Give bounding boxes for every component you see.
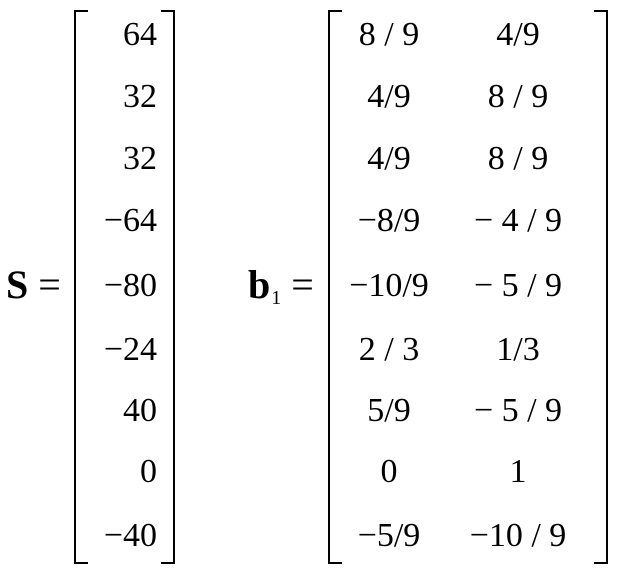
s-entry: 32 bbox=[123, 140, 157, 177]
s-entry: −40 bbox=[103, 517, 157, 554]
b1-entry: 0 bbox=[380, 453, 398, 490]
s-entry: 40 bbox=[123, 392, 157, 429]
b1-entry: −8/9 bbox=[357, 202, 421, 239]
b1-entry: − 4 / 9 bbox=[473, 202, 563, 239]
b1-entry: − 5 / 9 bbox=[473, 267, 563, 304]
b1-equals-sign: = bbox=[291, 262, 314, 307]
equation-b1-label: b1 = bbox=[248, 262, 314, 309]
s-left-bracket bbox=[74, 10, 88, 564]
b1-entry: 5/9 bbox=[367, 392, 411, 429]
s-equals-sign: = bbox=[38, 262, 61, 307]
s-entry: −24 bbox=[103, 331, 157, 368]
b1-entry: 1 bbox=[509, 453, 527, 490]
s-entry: 32 bbox=[123, 78, 157, 115]
b1-entry: − 5 / 9 bbox=[473, 392, 563, 429]
s-entry: 64 bbox=[123, 16, 157, 53]
b1-subscript: 1 bbox=[271, 287, 282, 309]
s-symbol: S bbox=[6, 262, 29, 307]
b1-entry: 8 / 9 bbox=[358, 16, 420, 53]
b1-symbol: b bbox=[248, 262, 271, 307]
s-right-bracket bbox=[161, 10, 175, 564]
b1-entry: −10 / 9 bbox=[469, 517, 567, 554]
b1-entry: 2 / 3 bbox=[358, 331, 420, 368]
s-entry: 0 bbox=[140, 453, 157, 490]
b1-entry: 4/9 bbox=[496, 16, 540, 53]
equation-s-label: S = bbox=[6, 265, 61, 305]
b1-entry: −5/9 bbox=[357, 517, 421, 554]
b1-right-bracket bbox=[594, 10, 608, 564]
b1-entry: 8 / 9 bbox=[487, 140, 549, 177]
s-entry: −80 bbox=[103, 267, 157, 304]
b1-entry: −10/9 bbox=[349, 267, 429, 304]
b1-entry: 1/3 bbox=[496, 331, 540, 368]
b1-left-bracket bbox=[328, 10, 342, 564]
b1-entry: 4/9 bbox=[367, 78, 411, 115]
s-entry: −64 bbox=[103, 202, 157, 239]
b1-entry: 8 / 9 bbox=[487, 78, 549, 115]
b1-entry: 4/9 bbox=[367, 140, 411, 177]
